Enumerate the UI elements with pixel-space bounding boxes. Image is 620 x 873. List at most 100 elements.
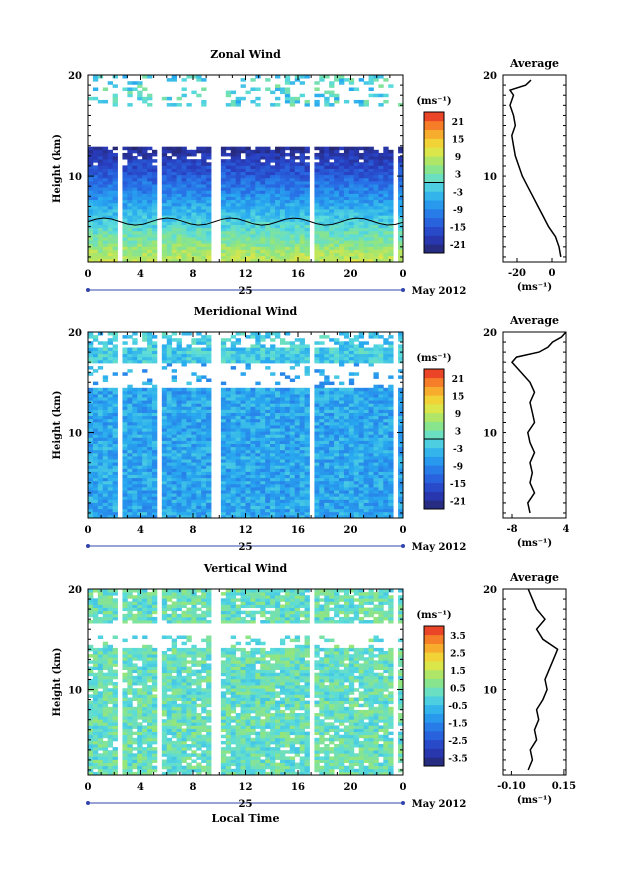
heatmap-cell xyxy=(383,152,389,157)
heatmap-cell xyxy=(240,356,246,361)
heatmap-cell xyxy=(166,78,173,82)
heatmap-cell xyxy=(92,471,99,475)
heatmap-cell xyxy=(147,332,153,336)
heatmap-cell xyxy=(186,437,192,441)
heatmap-cell xyxy=(230,452,237,457)
heatmap-cell xyxy=(270,462,276,466)
heatmap-cell xyxy=(319,468,325,472)
heatmap-cell xyxy=(142,87,148,91)
heatmap-cell xyxy=(142,165,148,169)
heatmap-cell xyxy=(275,493,281,497)
heatmap-cell xyxy=(181,177,187,182)
heatmap-cell xyxy=(334,243,340,247)
heatmap-cell xyxy=(196,440,202,444)
heatmap-cell xyxy=(294,440,301,444)
heatmap-cell xyxy=(161,390,168,395)
heatmap-cell xyxy=(151,205,158,210)
heatmap-cell xyxy=(378,171,384,176)
heatmap-cell xyxy=(171,459,177,463)
heatmap-cell xyxy=(181,202,187,207)
heatmap-cell xyxy=(324,249,330,254)
heatmap-cell xyxy=(142,180,148,185)
heatmap-cell xyxy=(112,84,118,88)
heatmap-cell xyxy=(171,174,177,179)
x-tick-label: 16 xyxy=(291,269,305,280)
heatmap-cell xyxy=(284,487,291,491)
heatmap-cell xyxy=(304,468,310,472)
heatmap-cell xyxy=(151,335,158,339)
heatmap-cell xyxy=(191,403,197,407)
heatmap-cell xyxy=(255,400,261,404)
heatmap-cell xyxy=(181,149,187,154)
heatmap-cell xyxy=(122,243,128,247)
heatmap-cell xyxy=(161,456,168,460)
heatmap-cell xyxy=(137,165,143,169)
heatmap-cell xyxy=(378,243,384,247)
heatmap-cell xyxy=(343,252,350,257)
heatmap-cell xyxy=(348,159,355,163)
heatmap-cell xyxy=(88,332,94,336)
heatmap-cell xyxy=(299,409,305,413)
heatmap-cell xyxy=(334,224,340,229)
heatmap-cell xyxy=(343,394,350,398)
heatmap-cell xyxy=(279,403,286,407)
heatmap-cell xyxy=(147,425,153,429)
heatmap-cell xyxy=(102,483,109,488)
heatmap-cell xyxy=(107,249,114,254)
heatmap-cell xyxy=(107,406,114,410)
heatmap-cell xyxy=(348,480,355,485)
heatmap-cell xyxy=(181,493,187,497)
heatmap-cell xyxy=(358,258,365,263)
heatmap-cell xyxy=(368,246,374,250)
heatmap-cell xyxy=(314,369,320,373)
heatmap-cell xyxy=(343,246,350,250)
heatmap-cell xyxy=(220,350,227,355)
heatmap-cell xyxy=(230,480,237,485)
heatmap-cell xyxy=(304,412,310,417)
heatmap-cell xyxy=(270,421,276,426)
heatmap-cell xyxy=(122,230,128,235)
heatmap-cell xyxy=(324,227,330,232)
heatmap-cell xyxy=(142,452,148,457)
heatmap-cell xyxy=(201,425,207,429)
heatmap-cell xyxy=(250,412,256,417)
heatmap-cell xyxy=(201,477,207,482)
heatmap-cell xyxy=(88,162,94,166)
heatmap-cell xyxy=(230,209,237,213)
heatmap-cell xyxy=(279,156,286,160)
heatmap-cell xyxy=(324,490,330,494)
heatmap-cell xyxy=(161,202,168,207)
heatmap-cell xyxy=(388,187,394,191)
heatmap-cell xyxy=(250,205,256,210)
heatmap-cell xyxy=(97,474,104,479)
heatmap-cell xyxy=(142,146,148,151)
heatmap-cell xyxy=(324,480,330,485)
heatmap-cell xyxy=(151,446,158,451)
heatmap-cell xyxy=(270,372,276,376)
heatmap-cell xyxy=(343,350,350,355)
heatmap-cell xyxy=(334,496,340,500)
heatmap-cell xyxy=(201,468,207,472)
heatmap-cell xyxy=(343,409,350,413)
heatmap-cell xyxy=(97,431,104,435)
heatmap-cell xyxy=(97,75,104,79)
heatmap-cell xyxy=(388,149,394,154)
heatmap-cell xyxy=(289,474,296,479)
heatmap-cell xyxy=(127,87,133,91)
heatmap-cell xyxy=(112,514,118,519)
heatmap-cell xyxy=(250,431,256,435)
heatmap-cell xyxy=(329,353,335,358)
heatmap-cell xyxy=(230,174,237,179)
heatmap-cell xyxy=(191,490,197,494)
heatmap-cell xyxy=(97,425,104,429)
heatmap-cell xyxy=(260,353,266,358)
heatmap-cell xyxy=(265,480,271,485)
heatmap-cell xyxy=(92,87,99,91)
heatmap-cell xyxy=(147,378,153,382)
heatmap-cell xyxy=(245,221,251,225)
heatmap-cell xyxy=(383,162,389,166)
heatmap-cell xyxy=(240,459,246,463)
heatmap-cell xyxy=(196,425,202,429)
heatmap-cell xyxy=(388,243,394,247)
heatmap-cell xyxy=(92,199,99,204)
